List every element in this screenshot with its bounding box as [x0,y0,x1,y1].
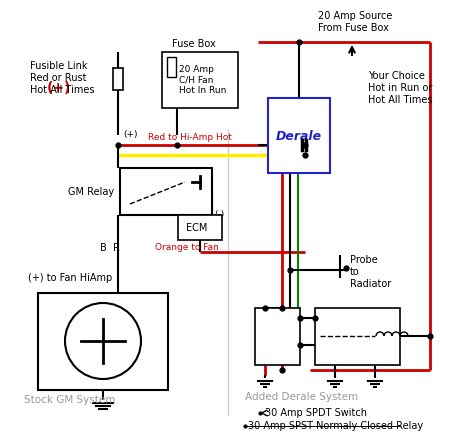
Text: Red to Hi-Amp Hot: Red to Hi-Amp Hot [148,132,232,141]
Text: Added Derale System: Added Derale System [245,392,358,402]
Text: 30 Amp SPDT Switch: 30 Amp SPDT Switch [265,408,367,418]
Bar [120,168,212,215]
Text: Orange to Fan: Orange to Fan [155,243,219,252]
Text: Fuse Box: Fuse Box [172,39,216,49]
Bar [178,215,222,240]
Text: 20 Amp Source
From Fuse Box: 20 Amp Source From Fuse Box [318,11,392,33]
Text: B  R: B R [100,243,120,253]
Text: (-): (-) [214,211,224,219]
Text: (+): (+) [123,131,137,140]
Bar [268,98,330,173]
Bar [162,52,238,108]
Bar [167,57,176,77]
Text: Derale: Derale [276,129,322,143]
Text: (+) to Fan HiAmp: (+) to Fan HiAmp [28,273,112,283]
Text: 30 Amp SPST Normaly Closed Relay: 30 Amp SPST Normaly Closed Relay [248,421,423,431]
Text: Stock GM System: Stock GM System [24,395,116,405]
Text: (+): (+) [47,81,71,95]
Bar [38,293,168,390]
Text: 20 Amp
C/H Fan
Hot In Run: 20 Amp C/H Fan Hot In Run [179,65,226,95]
Text: ECM: ECM [186,223,207,233]
Text: Your Choice
Hot in Run or
Hot All Times: Your Choice Hot in Run or Hot All Times [368,71,432,105]
Text: Fusible Link
Red or Rust
Hot All Times: Fusible Link Red or Rust Hot All Times [30,62,94,95]
Bar [315,308,400,365]
Bar [255,308,300,365]
Bar [113,68,123,90]
Text: GM Relay: GM Relay [68,187,114,197]
Text: Probe
to
Radiator: Probe to Radiator [350,256,391,289]
